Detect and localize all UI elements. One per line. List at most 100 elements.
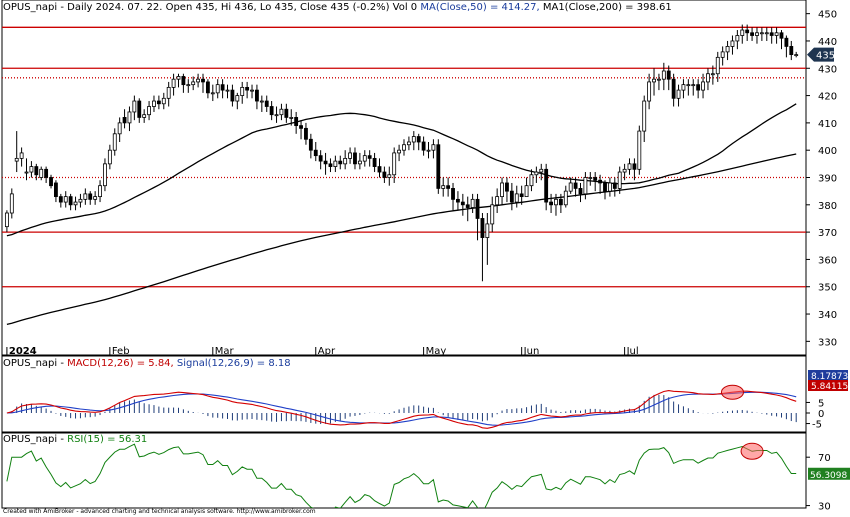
candle-up (529, 174, 534, 187)
candle-up (563, 190, 568, 206)
candle-up (730, 40, 735, 47)
time-axis-tick-label: Mar (215, 346, 235, 357)
candle-up (691, 84, 696, 87)
candle-up (715, 56, 720, 75)
candle-down (544, 168, 549, 203)
price-axis-tick-label: 450 (818, 10, 837, 21)
candle-down (671, 78, 676, 99)
candle-down (456, 198, 460, 203)
candle-up (406, 141, 411, 146)
price-axis-tick-label: 340 (818, 310, 837, 321)
macd-legend: MACD(12,26) = 5.84, (67, 358, 177, 369)
candle-up (186, 84, 191, 87)
candle-down (181, 76, 186, 86)
candle-up (495, 196, 500, 206)
candle-up (441, 185, 446, 189)
candle-up (215, 84, 220, 94)
candle-up (112, 133, 117, 151)
candle-down (750, 32, 754, 36)
candle-up (240, 86, 245, 96)
macd-highlight-circle (720, 384, 744, 400)
candle-up (166, 86, 171, 99)
candle-up (19, 152, 24, 159)
candle-down (308, 138, 313, 151)
rsi-header-prefix: OPUS_napi - (3, 434, 68, 445)
candle-down (294, 117, 299, 127)
candle-up (279, 108, 284, 116)
signal-value-badge-text: 8.17873 (811, 372, 848, 382)
price-axis-tick-label: 410 (818, 119, 837, 130)
candle-down (578, 188, 583, 195)
candle-up (343, 157, 348, 165)
candle-down (68, 196, 73, 206)
candle-down (245, 86, 250, 91)
candle-down (666, 70, 671, 80)
candle-down (304, 127, 308, 140)
candle-down (416, 136, 421, 143)
price-axis-tick-label: 400 (818, 146, 837, 157)
candle-down (465, 204, 470, 208)
candle-up (24, 171, 29, 174)
candle-down (353, 152, 357, 165)
candle-up (652, 78, 656, 83)
candle-up (191, 81, 196, 86)
candle-up (676, 89, 681, 99)
candle-down (779, 32, 784, 39)
candle-up (755, 32, 759, 36)
candle-down (789, 46, 794, 56)
candle-down (58, 196, 63, 203)
candle-down (328, 163, 333, 167)
signal-value-badge (808, 370, 848, 381)
candle-up (107, 149, 112, 165)
candle-down (558, 198, 563, 206)
candle-down (338, 160, 343, 165)
candle-up (568, 182, 573, 192)
candle-up (431, 144, 436, 151)
macd-value-badge (808, 380, 848, 391)
candle-up (235, 95, 240, 102)
candle-down (436, 144, 441, 189)
candle-up (764, 32, 769, 35)
ma200-legend: MA1(Close,200) = 398.61 (542, 2, 672, 13)
candle-down (745, 29, 750, 34)
candle-up (392, 152, 397, 176)
ma50-legend: MA(Close,50) = 414.27, (420, 2, 543, 13)
main-header-prefix: OPUS_napi - Daily 2024. 07. 22. Open 435… (3, 2, 421, 13)
candle-down (632, 163, 637, 170)
candle-up (357, 160, 362, 165)
candle-up (710, 73, 715, 76)
candle-up (622, 168, 627, 173)
candle-up (588, 177, 593, 179)
time-axis-tick-label: May (426, 346, 447, 357)
candle-down (475, 198, 480, 219)
candle-up (774, 32, 779, 36)
candle-up (362, 155, 367, 162)
last-price-badge (807, 47, 834, 62)
candle-up (706, 73, 710, 83)
candle-up (333, 160, 338, 167)
candle-up (485, 223, 490, 238)
candle-down (451, 188, 455, 200)
macd-pane-header: OPUS_napi - MACD(12,26) = 5.84, Signal(1… (3, 358, 291, 369)
candle-down (509, 190, 514, 203)
candle-up (794, 54, 799, 57)
candle-down (372, 157, 377, 167)
candle-down (313, 149, 318, 157)
candle-up (63, 196, 68, 203)
candle-up (9, 193, 14, 214)
candle-down (769, 32, 774, 36)
macd-axis-tick-label: 0 (818, 409, 824, 420)
candle-up (250, 89, 254, 92)
candle-down (220, 84, 225, 91)
candle-down (505, 182, 509, 192)
candle-down (122, 117, 127, 124)
candle-down (255, 89, 259, 102)
candle-down (49, 177, 53, 187)
price-axis-tick-label: 360 (818, 255, 837, 266)
rsi-axis-tick-label: 70 (818, 453, 831, 464)
rsi-value-badge (808, 467, 850, 480)
candle-up (534, 171, 539, 176)
price-axis-tick-label: 370 (818, 228, 837, 239)
candle-up (225, 89, 230, 92)
